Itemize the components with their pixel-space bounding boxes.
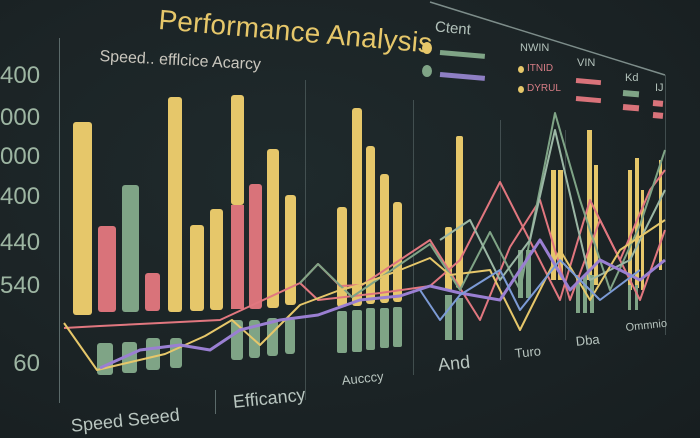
y-tick: 400 xyxy=(0,183,41,210)
legend-swatch-red xyxy=(652,112,664,119)
y-tick: 540 xyxy=(0,272,41,299)
y-tick: 440 xyxy=(0,229,41,256)
x-tick-divider xyxy=(215,390,216,414)
divider-line xyxy=(413,100,414,375)
x-tick-label: And xyxy=(437,351,471,375)
legend-swatch-red xyxy=(652,100,664,107)
red-bars xyxy=(98,184,262,312)
legend-marker-green xyxy=(422,65,432,77)
divider-line xyxy=(305,80,306,400)
legend-column-header: IJ xyxy=(655,82,664,94)
legend-column-header: VIN xyxy=(577,57,596,69)
legend-marker xyxy=(518,66,524,73)
y-tick: 000 xyxy=(0,143,41,170)
y-tick: 000 xyxy=(0,104,41,131)
legend-marker-yellow xyxy=(422,42,432,54)
yellow-bars xyxy=(73,95,662,315)
green-line xyxy=(299,112,666,298)
legend-marker xyxy=(518,86,524,93)
divider-line xyxy=(565,130,566,340)
y-tick: 400 xyxy=(0,62,41,89)
legend-item: ITNID xyxy=(527,63,554,74)
x-tick-label: Turo xyxy=(514,343,542,361)
divider-line xyxy=(500,120,501,360)
legend-item: DYRUL xyxy=(527,83,561,94)
green-line-2 xyxy=(439,129,666,281)
legend-swatch-red xyxy=(622,104,640,112)
yellow-line xyxy=(63,219,666,371)
y-axis-line xyxy=(59,38,60,403)
legend-column-header: Kd xyxy=(625,72,639,84)
divider-line xyxy=(665,75,666,335)
legend-column-header: NWIN xyxy=(520,42,550,54)
y-tick: 60 xyxy=(13,350,40,377)
x-tick-label: Dba xyxy=(575,331,601,349)
blue-line xyxy=(419,259,641,321)
legend-swatch-green xyxy=(622,90,640,98)
legend-title: Ctent xyxy=(434,18,472,39)
